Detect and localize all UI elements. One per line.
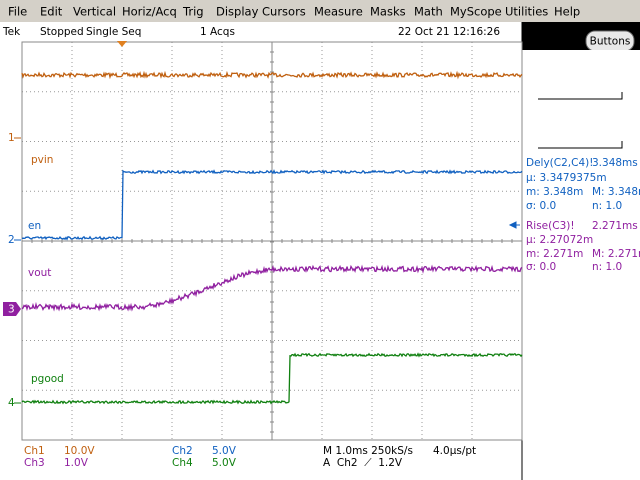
ch1-label: Ch1 bbox=[24, 445, 45, 457]
waveforms bbox=[21, 70, 523, 405]
meas-sigma: σ: 0.0 bbox=[526, 261, 556, 273]
trigger-position bbox=[117, 41, 127, 47]
timestamp: 22 Oct 21 12:16:26 bbox=[398, 26, 500, 38]
meas-name: Dely(C2,C4)! bbox=[526, 157, 593, 169]
panel-line bbox=[538, 141, 623, 149]
menu-item[interactable]: Cursors bbox=[262, 5, 306, 19]
timebase: M 1.0ms 250kS/s bbox=[323, 445, 413, 457]
ch1-scale: 10.0V bbox=[64, 445, 95, 457]
menu-bar bbox=[0, 0, 640, 22]
graticule bbox=[21, 41, 523, 441]
ch3-marker-box bbox=[3, 302, 21, 316]
ch4-scale: 5.0V bbox=[212, 457, 237, 469]
trace-label: en bbox=[28, 220, 41, 232]
ch1-marker: 1 bbox=[8, 132, 15, 144]
menu-item[interactable]: Display bbox=[216, 5, 259, 19]
trigger-level bbox=[508, 221, 520, 229]
ch3-scale: 1.0V bbox=[64, 457, 89, 469]
acq-state: Stopped bbox=[40, 26, 84, 38]
menu-item[interactable]: Masks bbox=[370, 5, 406, 19]
waveform bbox=[21, 70, 523, 80]
meas-sigma: σ: 0.0 bbox=[526, 200, 556, 212]
ch2-scale: 5.0V bbox=[212, 445, 237, 457]
side-panel bbox=[522, 50, 640, 480]
panel-line bbox=[538, 92, 623, 100]
trace-label: pgood bbox=[31, 373, 64, 385]
status-bar bbox=[0, 22, 522, 42]
acq-count: 1 Acqs bbox=[200, 26, 235, 38]
meas-value: 2.271ms bbox=[592, 220, 638, 232]
ch4-marker: 4 bbox=[8, 397, 15, 409]
waveform bbox=[21, 169, 523, 241]
acq-mode: Single Seq bbox=[86, 26, 141, 38]
buttons-label[interactable]: Buttons bbox=[590, 36, 631, 48]
meas-n: n: 1.0 bbox=[592, 200, 622, 212]
menu-item[interactable]: Trig bbox=[182, 5, 204, 19]
brand: Tek bbox=[2, 26, 21, 38]
meas-mean: µ: 2.27072m bbox=[526, 234, 593, 246]
menu-item[interactable]: Utilities bbox=[505, 5, 548, 19]
trace-label: pvin bbox=[31, 154, 53, 166]
meas-min: m: 3.348m bbox=[526, 186, 583, 198]
meas-max: M: 2.271m bbox=[592, 248, 640, 260]
meas-n: n: 1.0 bbox=[592, 261, 622, 273]
menu-item[interactable]: Vertical bbox=[73, 5, 116, 19]
trace-label: vout bbox=[28, 267, 51, 279]
menu-item[interactable]: File bbox=[8, 5, 27, 19]
menu-item[interactable]: Help bbox=[554, 5, 580, 19]
meas-max: M: 3.348m bbox=[592, 186, 640, 198]
ch3-marker: 3 bbox=[8, 304, 15, 316]
meas-min: m: 2.271m bbox=[526, 248, 583, 260]
waveform bbox=[21, 264, 523, 312]
menu-item[interactable]: MyScope bbox=[450, 5, 502, 19]
resolution: 4.0µs/pt bbox=[433, 445, 476, 457]
ch2-label: Ch2 bbox=[172, 445, 193, 457]
menu-item[interactable]: Measure bbox=[314, 5, 363, 19]
menu-item[interactable]: Horiz/Acq bbox=[122, 5, 177, 19]
menu-item[interactable]: Edit bbox=[40, 5, 63, 19]
trigger-setting: A Ch2 ⟋ 1.2V bbox=[323, 457, 403, 469]
ch2-marker: 2 bbox=[8, 234, 15, 246]
ch3-label: Ch3 bbox=[24, 457, 45, 469]
meas-name: Rise(C3)! bbox=[526, 220, 575, 232]
waveform bbox=[21, 352, 523, 405]
meas-mean: µ: 3.3479375m bbox=[526, 172, 607, 184]
meas-value: 3.348ms bbox=[592, 157, 638, 169]
ch4-label: Ch4 bbox=[172, 457, 193, 469]
menu-item[interactable]: Math bbox=[414, 5, 443, 19]
menu: File Edit Vertical Horiz/Acq Trig Display Curs… bbox=[8, 5, 580, 19]
